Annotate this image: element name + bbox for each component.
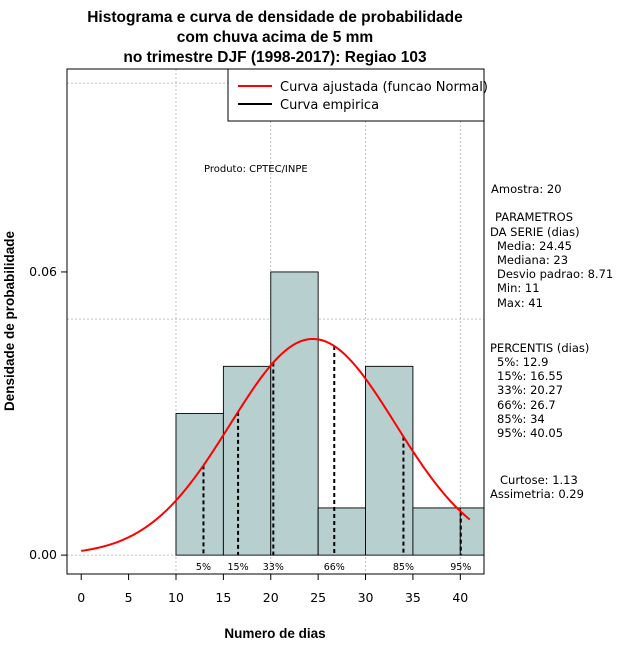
x-tick-label-4: 20: [263, 590, 279, 605]
param-min: Min: 11: [497, 281, 540, 295]
x-tick-label-6: 30: [358, 590, 374, 605]
y-axis-label: Densidade de probabilidade: [2, 230, 17, 411]
histogram-bar-5: [412, 507, 461, 556]
normal-curve: [81, 337, 471, 552]
x-tick-label-3: 15: [215, 590, 231, 605]
legend-label-curve-ajustada: Curva ajustada (funcao Normal): [280, 80, 488, 95]
curtose-text: Curtose: 1.13: [500, 473, 578, 487]
percentil-66: 66%: 26.7: [497, 398, 556, 412]
percentis-title: PERCENTIS (dias): [490, 341, 589, 355]
param-media: Media: 24.45: [497, 239, 572, 253]
x-axis: 0 5 10 15 20 25 30 35 40: [77, 574, 468, 605]
percentil-15: 15%: 16.55: [497, 369, 563, 383]
y-axis: 0.00 0.06: [29, 264, 67, 562]
percentile-label-2: 33%: [263, 562, 284, 573]
sample-size-text: Amostra: 20: [491, 182, 562, 196]
x-tick-label-1: 5: [125, 590, 133, 605]
stats-panel: Amostra: 20 PARAMETROS DA SERIE (dias) M…: [490, 182, 613, 501]
assimetria-text: Assimetria: 0.29: [490, 487, 584, 501]
percentile-label-5: 95%: [450, 562, 471, 573]
normal-curve-line: [81, 337, 471, 552]
chart-title-line-2: com chuva acima de 5 mm: [177, 29, 373, 46]
params-title-line-1: PARAMETROS: [495, 210, 573, 224]
x-tick-label-0: 0: [77, 590, 85, 605]
percentil-33: 33%: 20.27: [497, 383, 563, 397]
param-max: Max: 41: [497, 296, 543, 310]
percentil-95: 95%: 40.05: [497, 426, 563, 440]
histogram-bar-1: [222, 365, 272, 556]
y-tick-label-0: 0.00: [29, 547, 57, 562]
legend: Curva ajustada (funcao Normal) Curva emp…: [227, 68, 488, 122]
product-annotation: Produto: CPTEC/INPE: [204, 164, 308, 175]
x-tick-label-5: 25: [310, 590, 326, 605]
percentile-label-0: 5%: [196, 562, 211, 573]
histogram-bar-2: [270, 271, 319, 556]
param-mediana: Mediana: 23: [497, 253, 568, 267]
percentile-label-3: 66%: [324, 562, 345, 573]
histogram-bar-0: [175, 413, 224, 556]
x-tick-label-8: 40: [452, 590, 468, 605]
x-axis-label: Numero de dias: [224, 626, 325, 641]
histogram-bar-4: [365, 365, 414, 556]
chart-title-line-3: no trimestre DJF (1998-2017): Regiao 103: [123, 49, 427, 66]
histogram-bars: [175, 271, 485, 556]
percentile-label-4: 85%: [393, 562, 414, 573]
params-title-line-2: DA SERIE (dias): [490, 225, 580, 239]
percentile-label-1: 15%: [228, 562, 249, 573]
x-tick-label-7: 35: [405, 590, 421, 605]
percentile-lines: 5% 15% 33% 66% 85% 95%: [196, 346, 471, 573]
chart-title-line-1: Histograma e curva de densidade de proba…: [87, 9, 463, 26]
legend-box: [227, 68, 485, 122]
param-desvio-padrao: Desvio padrao: 8.71: [497, 267, 613, 281]
percentil-5: 5%: 12.9: [497, 355, 548, 369]
y-tick-label-1: 0.06: [29, 264, 57, 279]
percentil-85: 85%: 34: [497, 412, 545, 426]
x-tick-label-2: 10: [168, 590, 184, 605]
legend-label-curva-empirica: Curva empirica: [280, 98, 379, 113]
histogram-bar-3: [317, 507, 366, 556]
